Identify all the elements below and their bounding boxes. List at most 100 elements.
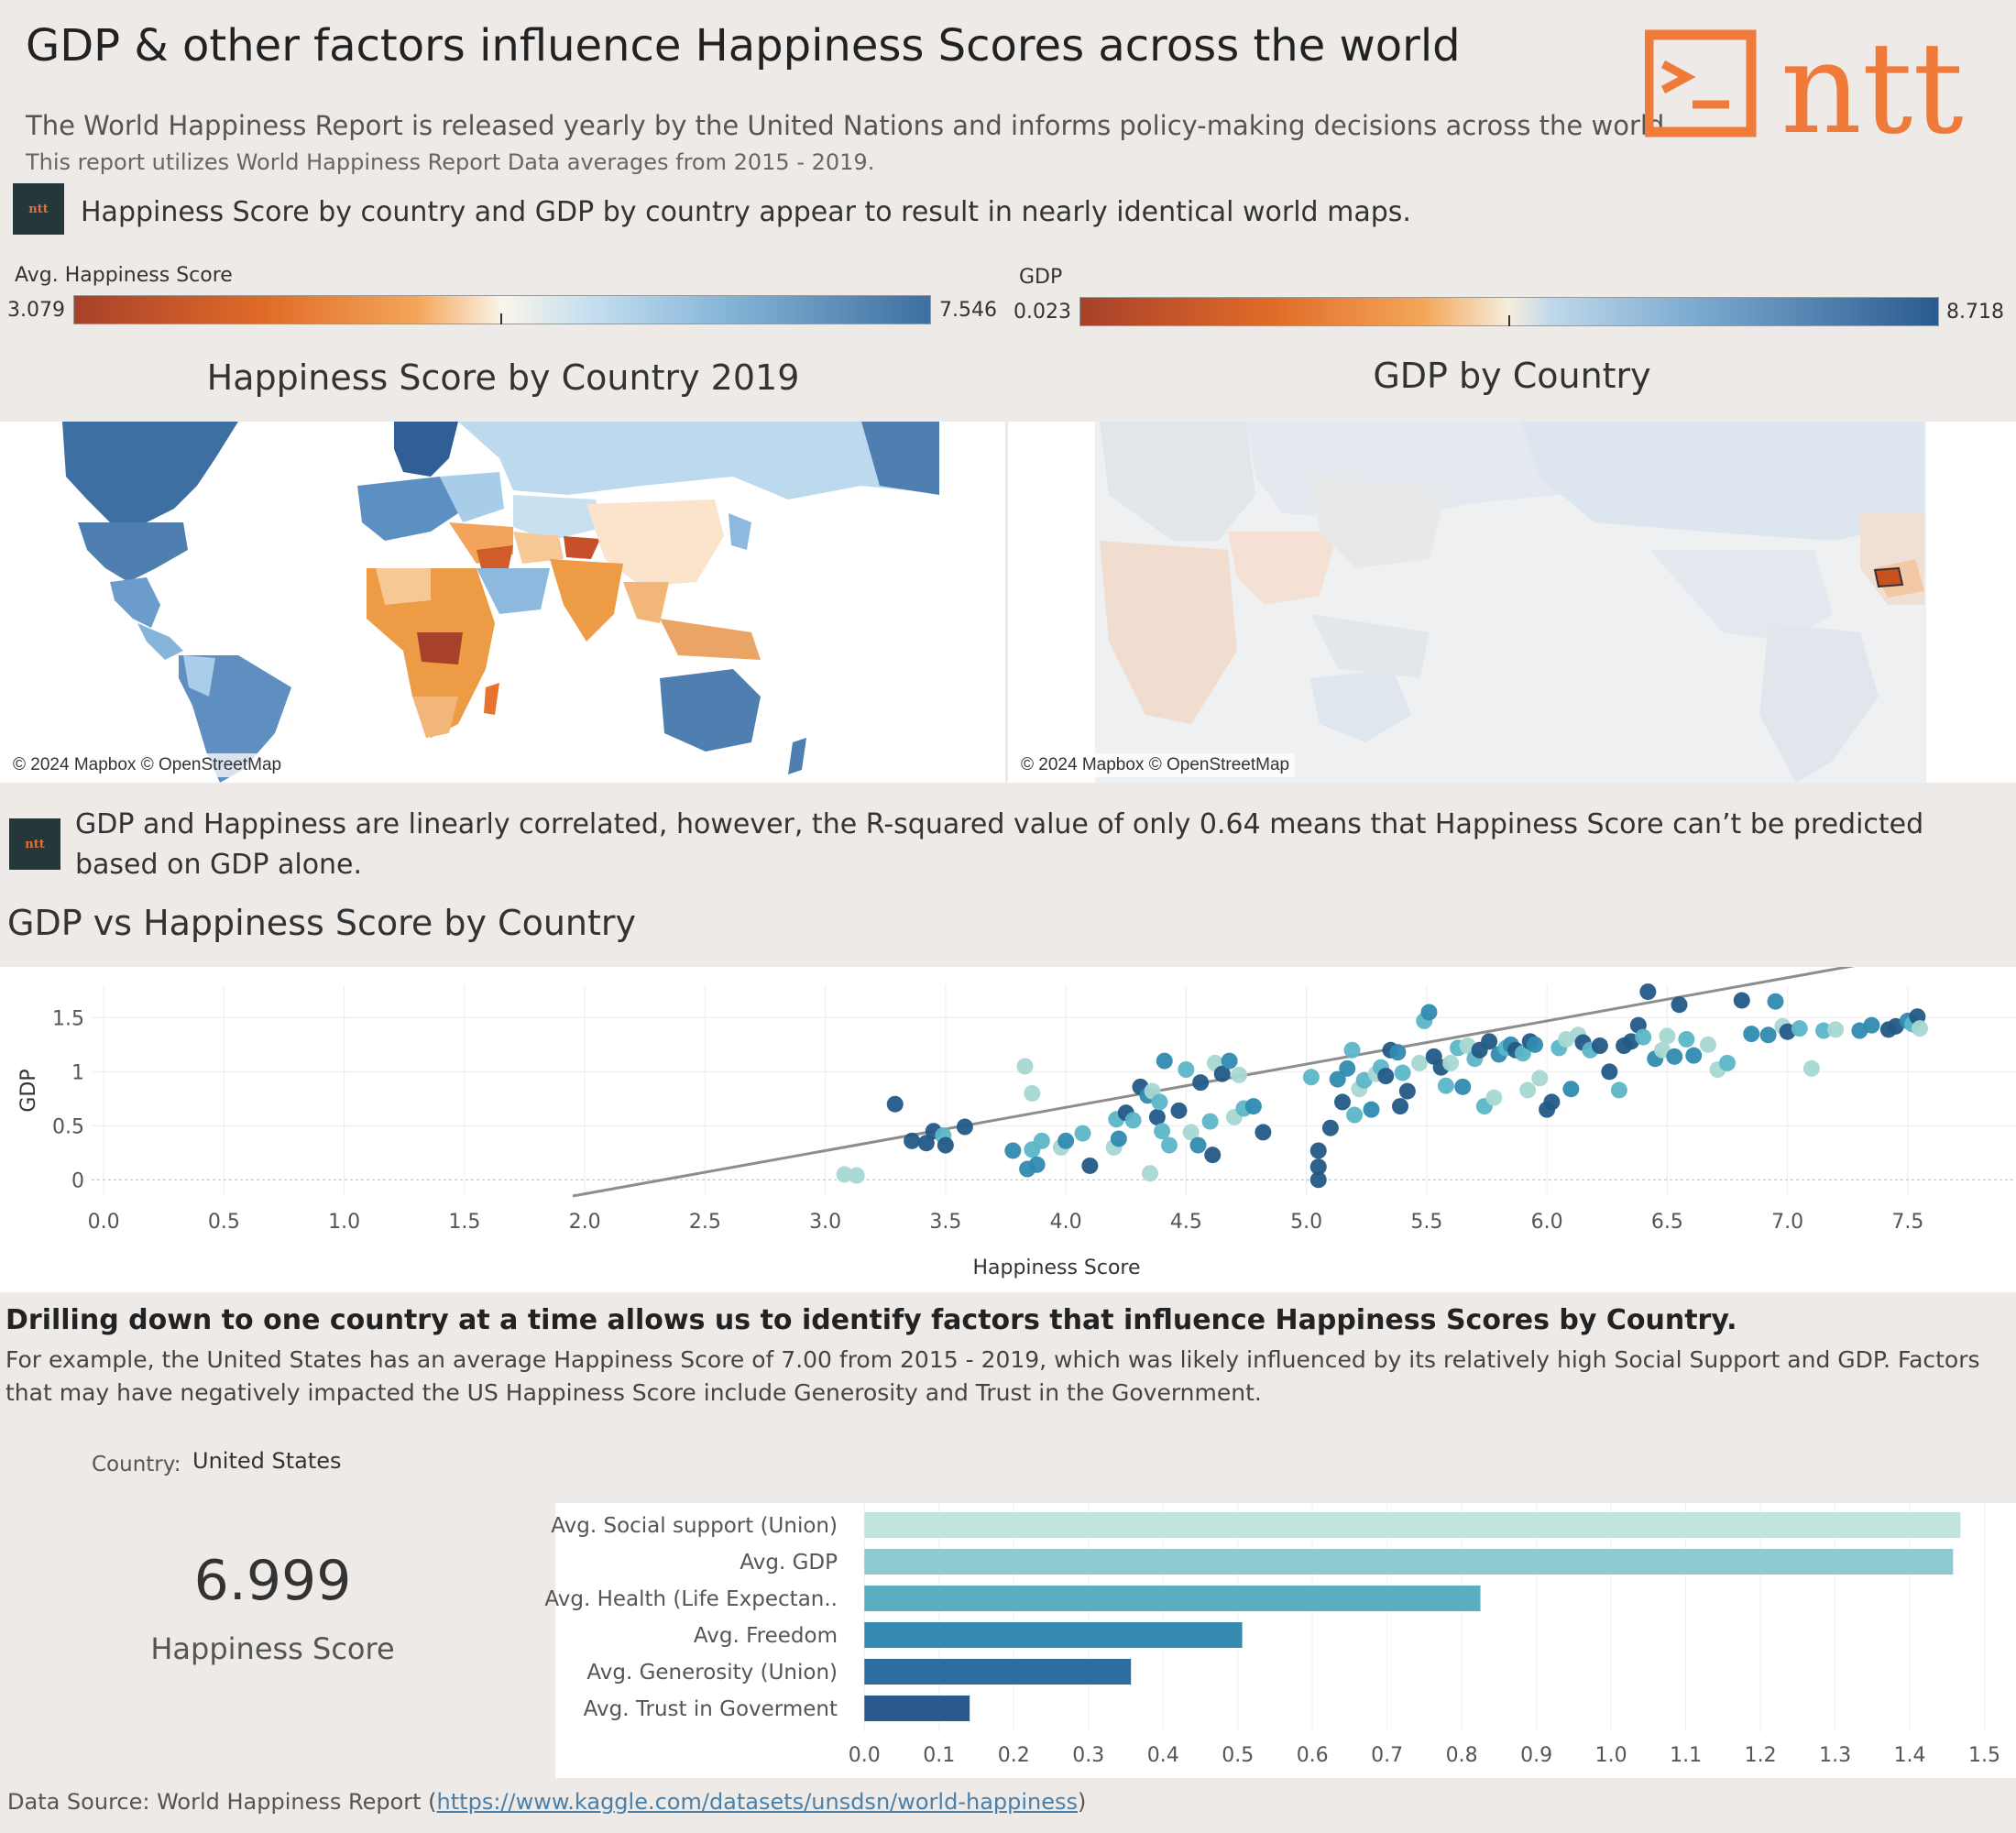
scatter-point bbox=[1411, 1054, 1428, 1071]
region-central-america[interactable] bbox=[137, 623, 183, 660]
region-central-africa[interactable] bbox=[417, 632, 463, 664]
scatter-point bbox=[1389, 1044, 1407, 1061]
bar-category-label: Avg. GDP bbox=[740, 1551, 838, 1575]
scatter-trend-line bbox=[572, 935, 2016, 1198]
gdp-region-central-america[interactable] bbox=[1649, 550, 1833, 642]
region-alaska[interactable] bbox=[861, 422, 939, 495]
region-south-africa[interactable] bbox=[412, 697, 458, 738]
gdp-region-south-america[interactable] bbox=[1759, 623, 1879, 783]
region-russia[interactable] bbox=[458, 422, 953, 499]
scatter-point bbox=[1610, 1081, 1627, 1099]
region-arabia[interactable] bbox=[477, 568, 550, 614]
scatter-point bbox=[1142, 1165, 1158, 1182]
region-southeast-asia[interactable] bbox=[623, 582, 669, 623]
bar-x-tick-label: 0.1 bbox=[923, 1744, 955, 1767]
gdp-region-north-america[interactable] bbox=[1521, 422, 1924, 541]
gdp-region-highlight-chad[interactable] bbox=[1873, 566, 1904, 588]
scatter-point bbox=[1802, 1059, 1820, 1077]
scatter-point bbox=[1659, 1027, 1676, 1045]
scatter-point bbox=[1028, 1156, 1046, 1173]
region-north-africa[interactable] bbox=[376, 568, 431, 605]
bar-x-tick-label: 0.4 bbox=[1147, 1744, 1179, 1767]
region-peru-colombia[interactable] bbox=[183, 655, 215, 697]
region-eastern-europe[interactable] bbox=[440, 472, 504, 522]
map-credit[interactable]: © 2024 Mapbox © OpenStreetMap bbox=[7, 753, 288, 777]
country-filter-label: Country: bbox=[92, 1453, 181, 1476]
bar-x-tick-label: 0.8 bbox=[1446, 1744, 1478, 1767]
happiness-legend-marker bbox=[500, 313, 502, 324]
region-indonesia[interactable] bbox=[660, 619, 761, 660]
happiness-map[interactable]: © 2024 Mapbox © OpenStreetMap bbox=[0, 422, 1005, 783]
happiness-score-caption: Happiness Score bbox=[150, 1631, 395, 1666]
happiness-legend-label: Avg. Happiness Score bbox=[15, 264, 233, 287]
country-filter-value[interactable]: United States bbox=[192, 1448, 342, 1474]
happiness-map-canvas[interactable] bbox=[0, 422, 1005, 783]
gdp-region-europe[interactable] bbox=[1100, 422, 1255, 541]
bar-x-tick-label: 1.5 bbox=[1968, 1744, 2000, 1767]
factor-bar bbox=[864, 1659, 1132, 1685]
region-new-zealand[interactable] bbox=[788, 738, 806, 774]
source-link[interactable]: https://www.kaggle.com/datasets/unsdsn/w… bbox=[436, 1789, 1079, 1815]
gdp-map[interactable]: © 2024 Mapbox © OpenStreetMap bbox=[1008, 422, 2016, 783]
scatter-point bbox=[1221, 1052, 1238, 1070]
map-credit[interactable]: © 2024 Mapbox © OpenStreetMap bbox=[1015, 753, 1296, 777]
scatter-point bbox=[1733, 992, 1750, 1009]
region-syria[interactable] bbox=[477, 545, 513, 568]
scatter-point bbox=[1329, 1070, 1346, 1088]
gdp-region-australia[interactable] bbox=[1310, 669, 1411, 742]
region-scandinavia[interactable] bbox=[394, 422, 458, 477]
scatter-point bbox=[1255, 1124, 1272, 1141]
scatter-x-tick-label: 1.5 bbox=[448, 1211, 480, 1234]
gdp-region-indonesia[interactable] bbox=[1310, 614, 1430, 678]
factor-bar-chart[interactable]: 0.0 0.1 0.2 0.3 0.4 0.5 0.6 0.7 0.8 0.9 1.0 1.1 1.2 1… bbox=[0, 1503, 2016, 1778]
scatter-point bbox=[1161, 1136, 1178, 1154]
region-usa[interactable] bbox=[78, 522, 188, 582]
scatter-point bbox=[1189, 1136, 1207, 1154]
region-central-asia[interactable] bbox=[513, 495, 605, 541]
scatter-point bbox=[1601, 1063, 1618, 1081]
badge-text: ntt bbox=[28, 202, 49, 216]
scatter-x-tick-label: 7.5 bbox=[1891, 1211, 1923, 1234]
region-afghanistan[interactable] bbox=[564, 536, 600, 559]
scatter-point bbox=[1004, 1142, 1022, 1159]
factor-bar bbox=[864, 1512, 1961, 1538]
scatter-point bbox=[1302, 1069, 1320, 1086]
source-prefix: Data Source: World Happiness Report ( bbox=[7, 1789, 437, 1815]
scatter-x-tick-label: 0.5 bbox=[208, 1211, 240, 1234]
gdp-vs-happiness-scatter[interactable]: 0.0 0.5 1.0 1.5 2.0 2.5 3.0 3.5 4.0 4.5 5.0 5.5 6.0 6… bbox=[0, 935, 2016, 1292]
factor-bar bbox=[864, 1549, 1954, 1575]
scatter-point bbox=[1743, 1026, 1760, 1043]
scatter-point bbox=[1759, 1026, 1777, 1044]
gdp-region-china[interactable] bbox=[1310, 477, 1448, 568]
scatter-point bbox=[1309, 1142, 1327, 1159]
region-australia[interactable] bbox=[660, 669, 761, 752]
insight-map-text: Happiness Score by country and GDP by co… bbox=[81, 196, 1411, 228]
scatter-point bbox=[1346, 1106, 1364, 1124]
scatter-point bbox=[1343, 1041, 1361, 1059]
gdp-region-africa[interactable] bbox=[1100, 541, 1237, 724]
bar-x-tick-label: 0.3 bbox=[1072, 1744, 1104, 1767]
happiness-map-title: Happiness Score by Country 2019 bbox=[206, 357, 800, 398]
region-india[interactable] bbox=[550, 559, 623, 642]
region-canada[interactable] bbox=[62, 422, 238, 522]
scatter-x-tick-label: 4.0 bbox=[1050, 1211, 1082, 1234]
gdp-region-south-asia[interactable] bbox=[1228, 532, 1338, 605]
scatter-x-tick-label: 3.5 bbox=[929, 1211, 961, 1234]
scatter-point bbox=[1639, 983, 1657, 1001]
factor-bar bbox=[864, 1622, 1243, 1648]
bar-x-tick-label: 1.3 bbox=[1819, 1744, 1851, 1767]
scatter-point bbox=[1527, 1036, 1543, 1053]
region-madagascar[interactable] bbox=[484, 683, 499, 715]
region-mexico[interactable] bbox=[110, 577, 160, 628]
region-iran[interactable] bbox=[513, 532, 564, 564]
scatter-point bbox=[1392, 1098, 1408, 1115]
data-source: Data Source: World Happiness Report (htt… bbox=[7, 1789, 1086, 1815]
scatter-point bbox=[1024, 1084, 1041, 1102]
drill-description: For example, the United States has an av… bbox=[5, 1346, 1980, 1406]
region-japan[interactable] bbox=[729, 513, 751, 550]
region-western-europe[interactable] bbox=[357, 477, 458, 541]
ntt-badge-icon: ntt bbox=[13, 183, 64, 235]
scatter-point bbox=[1309, 1158, 1327, 1176]
scatter-point bbox=[1454, 1078, 1472, 1095]
gdp-map-canvas[interactable] bbox=[1008, 422, 2016, 783]
